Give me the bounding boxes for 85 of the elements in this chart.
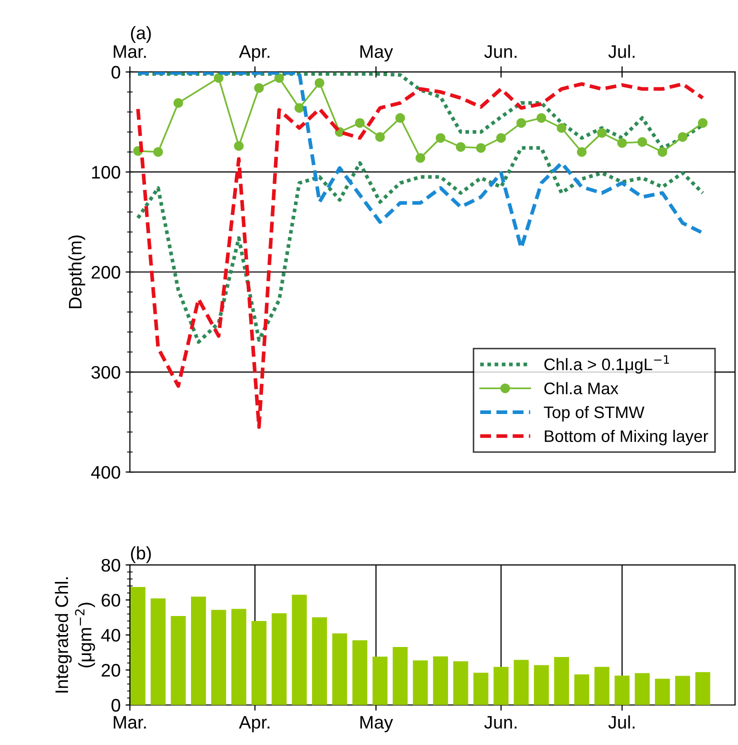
point — [516, 118, 526, 128]
bar — [272, 613, 287, 705]
bar — [534, 665, 549, 705]
point — [536, 113, 546, 123]
point — [556, 123, 566, 133]
point — [375, 132, 385, 142]
point — [254, 83, 264, 93]
y-axis-title: Integrated Chl. (μgm$^{−2}$) — [54, 577, 96, 693]
line-series — [136, 82, 705, 429]
x-tick-label: Apr. — [238, 45, 270, 62]
point — [436, 133, 446, 143]
point — [395, 113, 406, 123]
point — [274, 73, 284, 83]
bar — [312, 617, 327, 705]
bar — [473, 672, 488, 705]
legend-label: Chl.a > 0.1μgL$^{−1}$ — [544, 355, 670, 374]
x-tick-label: Jul. — [608, 44, 634, 58]
y-tick-label: 60 — [102, 594, 120, 607]
point — [294, 103, 304, 113]
x-tick-label: Mar. — [114, 45, 146, 58]
y-tick-label: 80 — [102, 558, 120, 572]
bar — [292, 594, 307, 705]
bar — [412, 660, 428, 705]
y-tick-label: 400 — [91, 466, 120, 479]
point — [354, 118, 365, 128]
bar — [614, 676, 630, 705]
point — [637, 137, 648, 147]
point — [698, 118, 708, 128]
legend-label: Chl.a Max — [544, 382, 618, 394]
point — [476, 143, 486, 153]
bar — [332, 633, 348, 705]
x-tick-label: Jun. — [484, 716, 516, 729]
bar — [252, 620, 266, 705]
bar — [231, 608, 246, 705]
y-tick-label: 40 — [101, 628, 120, 642]
bar — [594, 666, 610, 705]
bar — [433, 656, 448, 705]
bar — [494, 666, 509, 705]
point — [314, 78, 324, 88]
x-tick-label: Apr. — [238, 716, 270, 732]
bar — [695, 672, 710, 705]
bar — [352, 640, 368, 705]
point — [597, 128, 607, 138]
bar — [392, 647, 408, 705]
x-tick-label: May — [360, 716, 394, 732]
x-tick-label: Jul. — [608, 715, 634, 729]
point — [658, 147, 668, 157]
point — [678, 132, 688, 142]
bar — [191, 596, 206, 705]
line-series — [136, 146, 705, 344]
legend-label: Top of STMW — [544, 406, 644, 422]
point — [416, 153, 426, 163]
bar — [150, 598, 166, 705]
point — [617, 138, 627, 148]
bar — [211, 610, 226, 705]
y-tick-label: 0 — [112, 66, 120, 79]
point — [153, 147, 163, 157]
point — [456, 142, 466, 152]
bar — [634, 673, 650, 705]
point — [214, 73, 224, 83]
bar — [574, 674, 590, 705]
x-tick-label: May — [360, 45, 394, 62]
bar — [372, 656, 388, 705]
y-axis-title: Depth(m) — [68, 235, 86, 308]
chart-title: (a) — [131, 26, 151, 43]
bar — [453, 661, 468, 705]
bar — [130, 586, 146, 705]
point — [496, 133, 506, 143]
x-tick-label: Mar. — [114, 716, 146, 729]
y-tick-label: 20 — [102, 664, 120, 677]
bar — [514, 660, 529, 705]
point — [234, 141, 244, 151]
point — [576, 147, 587, 157]
legend-label: Bottom of Mixing layer — [544, 430, 708, 446]
bar — [654, 678, 670, 705]
x-tick-label: Jun. — [484, 45, 516, 58]
y-tick-label: 100 — [92, 166, 120, 179]
chart-title: (b) — [131, 546, 151, 564]
bar — [554, 657, 570, 705]
point — [173, 98, 184, 108]
y-tick-label: 0 — [112, 698, 120, 712]
y-tick-label: 300 — [91, 366, 120, 379]
bar — [170, 616, 186, 705]
y-tick-label: 200 — [92, 266, 120, 279]
bar — [675, 676, 690, 705]
